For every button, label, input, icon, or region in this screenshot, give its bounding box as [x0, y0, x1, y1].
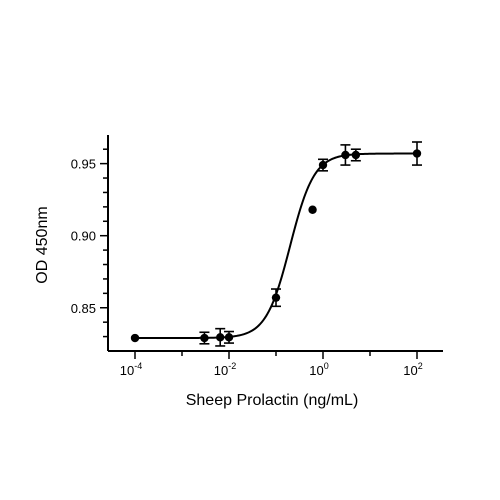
data-point [308, 205, 317, 214]
data-point [271, 293, 281, 302]
x-tick-label: 10-4 [120, 361, 142, 378]
y-tick-label: 0.90 [71, 229, 96, 244]
y-axis: 0.85 0.90 0.95 [71, 135, 109, 351]
plot-area [130, 141, 422, 347]
data-point [318, 160, 328, 170]
x-axis: 10-4 10-2 100 102 [108, 350, 443, 378]
x-tick-label: 100 [309, 361, 328, 378]
data-point [216, 333, 225, 342]
data-point [200, 333, 209, 343]
y-axis-title: OD 450nm [34, 206, 51, 283]
data-point [351, 150, 361, 160]
data-point [412, 149, 422, 158]
data-point [130, 333, 140, 343]
data-point [341, 150, 350, 160]
data-point [224, 333, 234, 342]
x-tick-label: 102 [403, 361, 422, 378]
fit-curve [135, 152, 417, 340]
y-tick-label: 0.95 [71, 157, 96, 172]
x-tick-label: 10-2 [214, 361, 236, 378]
x-axis-title: Sheep Prolactin (ng/mL) [186, 392, 359, 409]
y-tick-label: 0.85 [71, 301, 96, 316]
